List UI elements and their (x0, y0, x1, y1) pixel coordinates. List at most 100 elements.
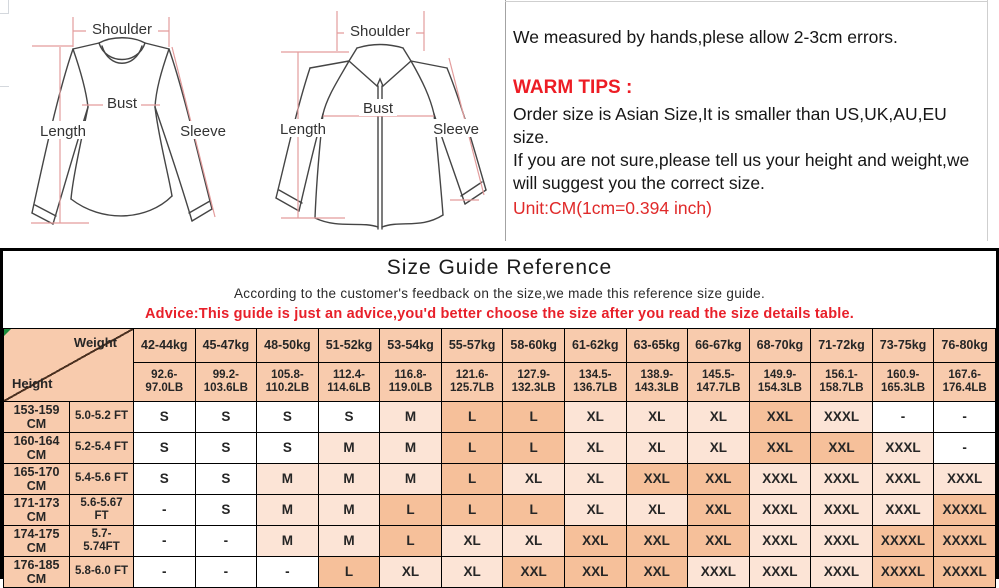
size-cell: XXL (748, 431, 812, 464)
weight-kg-header: 71-72kg (810, 327, 873, 364)
height-ft-cell: 5.0-5.2 FT (69, 400, 134, 433)
weight-lb-header: 145.5- 147.7LB (687, 362, 750, 402)
size-cell: L (502, 400, 565, 433)
label-backing (427, 119, 485, 137)
weight-kg-header: 63-65kg (625, 327, 689, 364)
size-cell: XXXL (748, 524, 812, 557)
size-cell: XL (563, 431, 627, 464)
weight-kg-header: 45-47kg (194, 327, 258, 364)
size-cell: XL (625, 431, 689, 464)
tshirt-measurement-diagram: Shoulder Bust Length Sleeve (2, 2, 252, 249)
gridline (0, 86, 9, 87)
size-cell: M (379, 431, 442, 464)
weight-lb-header: 92.6- 97.0LB (133, 362, 196, 402)
size-cell: S (194, 400, 258, 433)
size-cell: XL (379, 555, 442, 588)
size-cell: XXL (502, 555, 565, 588)
unit-note: Unit:CM(1cm=0.394 inch) (513, 198, 712, 218)
table-row: 171-173 CM 5.6-5.67 FT - S M M L L L XL XL XXL XXXL X… (3, 493, 996, 526)
size-cell: M (256, 493, 319, 526)
height-ft-cell: 5.6-5.67 FT (69, 493, 134, 526)
shoulder-label: Shoulder (92, 21, 152, 38)
size-cell: L (317, 555, 381, 588)
size-cell: L (440, 400, 504, 433)
size-cell: L (379, 493, 442, 526)
weight-kg-header: 68-70kg (748, 327, 812, 364)
weight-lb-header: 160.9- 165.3LB (871, 362, 935, 402)
size-cell: XL (563, 493, 627, 526)
weight-lb-header: 112.4- 114.6LB (317, 362, 381, 402)
weight-kg-header: 58-60kg (502, 327, 565, 364)
weight-lb-header: 149.9- 154.3LB (748, 362, 812, 402)
size-cell: XXXL (810, 493, 873, 526)
size-cell: S (133, 431, 196, 464)
gridline (0, 13, 9, 14)
size-cell: S (194, 493, 258, 526)
size-cell: L (379, 524, 442, 557)
label-backing (275, 119, 331, 137)
size-cell: XXL (563, 555, 627, 588)
corner-green-marker (4, 329, 11, 336)
table-row: 153-159 CM 5.0-5.2 FT S S S S M L L XL XL XL XXL XXXL… (3, 400, 996, 433)
size-cell: XXXXL (871, 555, 935, 588)
size-cell: XXXL (871, 462, 935, 495)
size-cell: XXXXL (933, 493, 996, 526)
size-cell: XXXL (871, 431, 935, 464)
size-cell: L (440, 431, 504, 464)
size-cell: M (317, 462, 381, 495)
size-cell: L (440, 493, 504, 526)
size-cell: XL (440, 524, 504, 557)
size-cell: XL (502, 524, 565, 557)
size-cell: M (256, 462, 319, 495)
size-cell: XXL (625, 555, 689, 588)
label-backing (359, 99, 397, 116)
weight-kg-header: 76-80kg (933, 327, 996, 364)
size-cell: XXXXL (933, 555, 996, 588)
size-cell: XXXL (810, 524, 873, 557)
weight-kg-header: 73-75kg (871, 327, 935, 364)
shirt-sketch: Shoulder Bust Length Sleeve (275, 11, 487, 230)
size-cell: S (194, 462, 258, 495)
height-ft-cell: 5.4-5.6 FT (69, 462, 134, 495)
size-cell: M (379, 400, 442, 433)
size-cell: XXXL (687, 555, 750, 588)
size-cell: XXL (687, 462, 750, 495)
size-cell: S (194, 431, 258, 464)
size-cell: - (256, 555, 319, 588)
label-backing (35, 121, 91, 139)
size-guide-box: Size Guide Reference According to the cu… (0, 248, 999, 588)
label-backing (103, 94, 141, 111)
warm-tips-title: WARM TIPS : (513, 77, 633, 98)
size-cell: L (502, 493, 565, 526)
size-cell: - (933, 400, 996, 433)
size-cell: XXXXL (871, 524, 935, 557)
size-cell: XXXL (748, 555, 812, 588)
size-cell: XXL (625, 524, 689, 557)
order-size-note: Order size is Asian Size,It is smaller t… (513, 104, 947, 147)
size-cell: S (317, 400, 381, 433)
size-cell: S (256, 431, 319, 464)
size-cell: - (871, 400, 935, 433)
weight-kg-header: 61-62kg (563, 327, 627, 364)
size-cell: M (317, 493, 381, 526)
corner-cell: Weight Height (3, 328, 134, 402)
gridline (987, 0, 988, 241)
size-cell: XXXXL (933, 524, 996, 557)
shirt-measurement-diagram: Shoulder Bust Length Sleeve (253, 2, 503, 249)
size-cell: - (194, 555, 258, 588)
size-cell: L (440, 462, 504, 495)
size-cell: XXL (810, 431, 873, 464)
height-ft-cell: 5.2-5.4 FT (69, 431, 134, 464)
weight-axis-label: Weight (73, 335, 117, 350)
weight-lb-header: 127.9- 132.3LB (502, 362, 565, 402)
size-cell: M (317, 431, 381, 464)
table-row: 160-164 CM 5.2-5.4 FT S S S M M L L XL XL XL XXL XXL X… (3, 431, 996, 464)
label-backing (175, 121, 231, 139)
weight-lb-header: 167.6- 176.4LB (933, 362, 996, 402)
weight-lb-header: 138.9- 143.3LB (625, 362, 689, 402)
size-cell: XXXL (810, 462, 873, 495)
size-cell: XL (563, 462, 627, 495)
sleeve-label: Sleeve (180, 123, 226, 140)
size-cell: XL (440, 555, 504, 588)
size-cell: S (133, 400, 196, 433)
